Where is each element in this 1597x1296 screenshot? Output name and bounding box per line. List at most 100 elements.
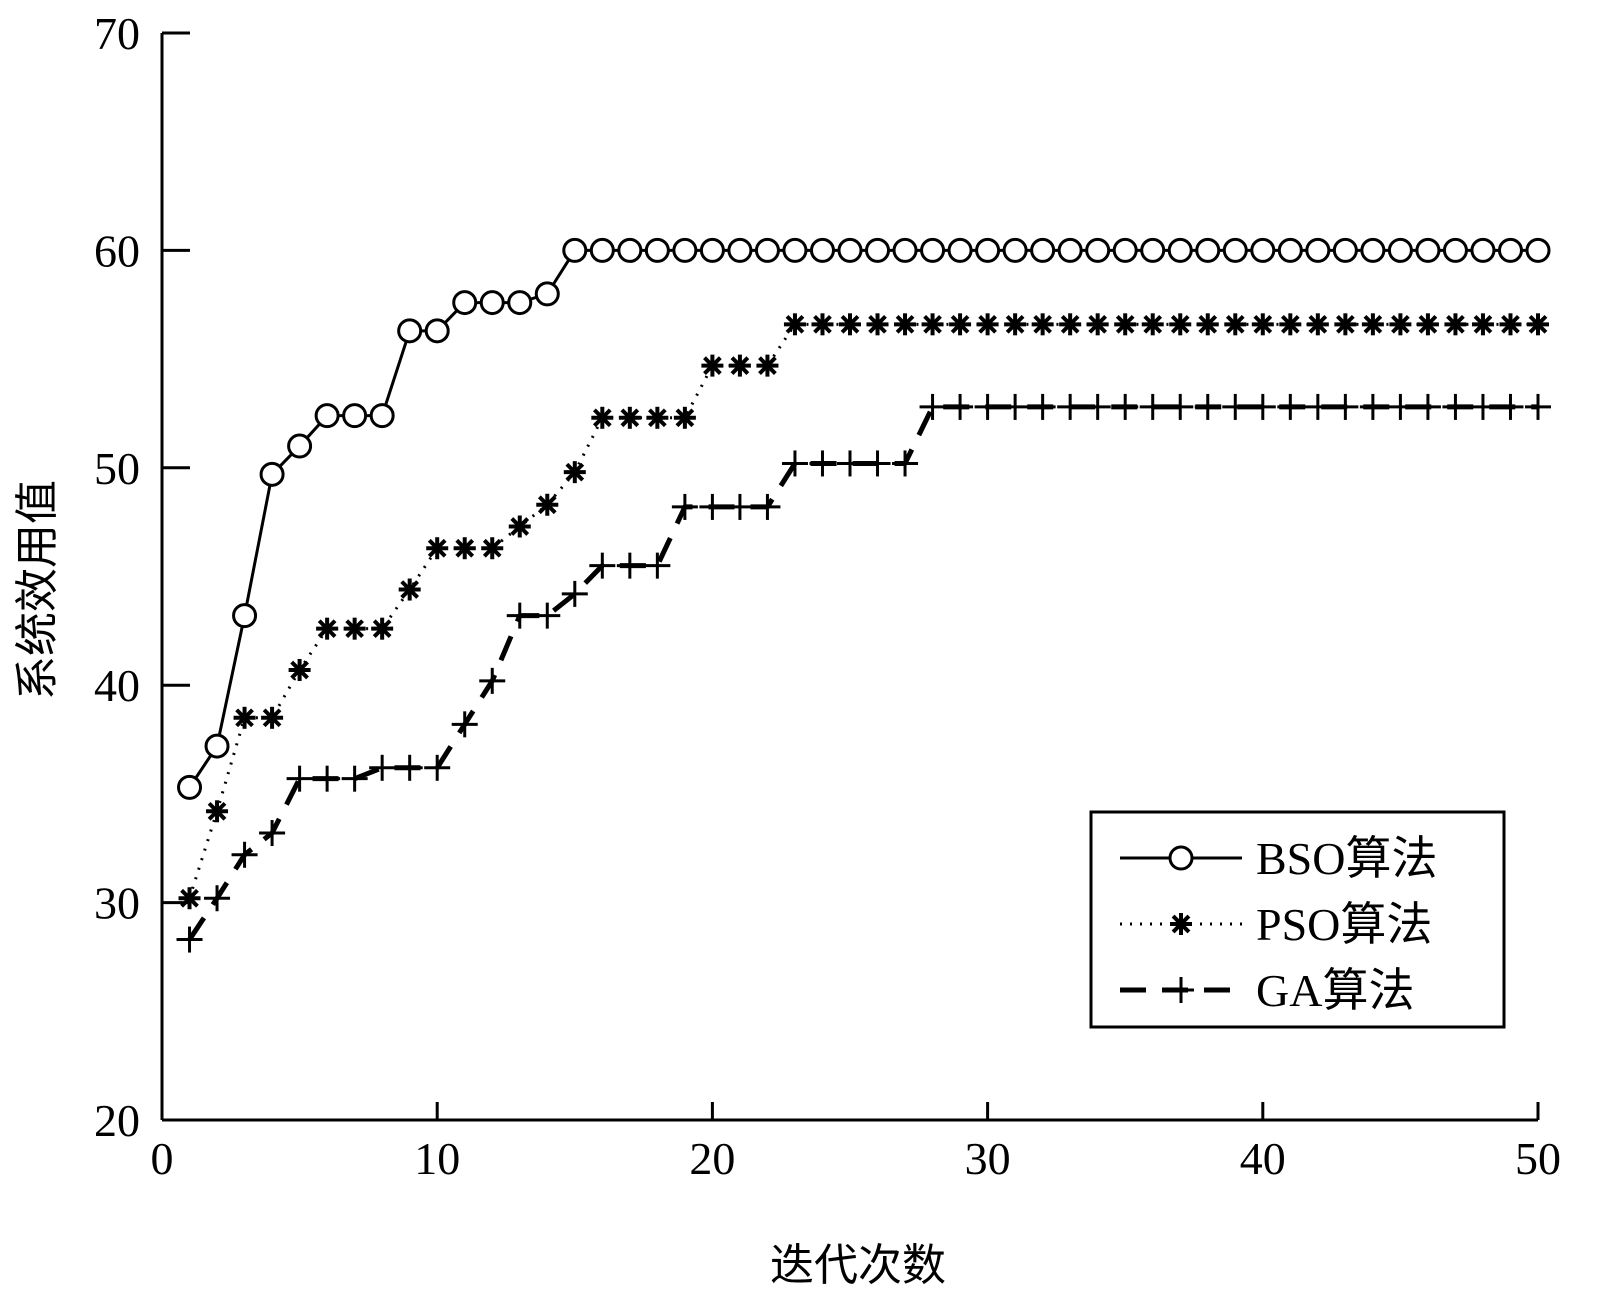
plus-marker	[1249, 393, 1276, 420]
asterisk-stroke	[1198, 314, 1218, 334]
circle-marker-shape	[947, 237, 973, 263]
plus-marker	[286, 765, 313, 792]
circle-marker	[754, 237, 780, 263]
y-tick-label: 60	[94, 225, 140, 276]
circle-marker	[479, 290, 505, 316]
asterisk-stroke	[482, 538, 502, 558]
asterisk-marker	[1169, 313, 1192, 336]
legend-entry: PSO算法	[1120, 899, 1432, 950]
y-tick-label: 30	[94, 878, 140, 929]
asterisk-marker	[508, 515, 531, 538]
circle-marker-shape	[589, 237, 615, 263]
asterisk-stroke	[510, 517, 530, 536]
plus-marker	[947, 393, 974, 420]
asterisk-marker	[591, 406, 614, 429]
asterisk-stroke	[565, 462, 585, 482]
circle-marker-shape	[1497, 237, 1523, 263]
circle-marker-shape	[177, 774, 203, 800]
circle-marker-shape	[342, 403, 368, 429]
plus-marker	[424, 754, 451, 781]
circle-marker	[177, 774, 203, 800]
asterisk-stroke	[1005, 314, 1025, 334]
asterisk-marker	[206, 800, 229, 823]
asterisk-marker	[1059, 313, 1082, 336]
asterisk-marker	[728, 354, 751, 377]
circle-marker-shape	[287, 433, 313, 459]
plus-marker	[974, 393, 1001, 420]
plus-marker	[1442, 393, 1469, 420]
circle-marker	[589, 237, 615, 263]
circle-marker	[1305, 237, 1331, 263]
asterisk-stroke	[1473, 314, 1493, 334]
asterisk-marker	[1141, 313, 1164, 336]
circle-marker-shape	[1277, 237, 1303, 263]
asterisk-stroke	[703, 356, 722, 375]
circle-marker-shape	[809, 237, 835, 263]
asterisk-stroke	[1363, 314, 1383, 334]
circle-marker	[644, 237, 670, 263]
circle-marker-shape	[1470, 237, 1496, 263]
series-2	[178, 313, 1549, 910]
plus-marker	[1387, 393, 1414, 420]
asterisk-stroke	[1253, 314, 1273, 334]
series-line	[188, 248, 1538, 789]
circle-marker-shape	[920, 237, 946, 263]
plus-marker	[616, 552, 643, 579]
asterisk-marker	[1114, 313, 1137, 336]
asterisk-stroke	[1501, 314, 1520, 334]
plus-marker	[1525, 393, 1551, 420]
circle-marker-shape	[727, 237, 753, 263]
x-tick-label: 20	[689, 1133, 735, 1184]
asterisk-marker	[866, 313, 889, 336]
asterisk-marker	[536, 493, 559, 516]
plus-marker	[892, 450, 919, 477]
asterisk-stroke	[758, 356, 777, 375]
asterisk-stroke	[813, 314, 832, 334]
circle-marker-shape	[837, 237, 863, 263]
asterisk-stroke	[923, 314, 942, 334]
circle-marker-shape	[232, 603, 258, 629]
plus-marker	[1002, 393, 1029, 420]
asterisk-marker	[1361, 313, 1384, 336]
circle-marker-shape	[314, 403, 340, 429]
circle-marker	[1030, 237, 1056, 263]
plus-marker	[864, 450, 891, 477]
series-3	[176, 393, 1551, 953]
circle-marker-shape	[562, 237, 588, 263]
circle-marker	[452, 290, 478, 316]
plus-marker	[1084, 393, 1111, 420]
circle-marker-shape	[479, 290, 505, 316]
plus-marker	[809, 450, 836, 477]
asterisk-marker	[1224, 313, 1247, 336]
circle-marker	[369, 403, 395, 429]
asterisk-stroke	[785, 314, 805, 334]
circle-marker-shape	[865, 237, 891, 263]
circle-marker	[424, 318, 450, 344]
asterisk-marker	[1196, 313, 1219, 336]
asterisk-marker	[1389, 313, 1412, 336]
circle-marker-shape	[1167, 237, 1193, 263]
asterisk-marker	[261, 706, 284, 729]
circle-marker-shape	[424, 318, 450, 344]
plus-marker	[919, 393, 946, 420]
circle-marker-shape	[1195, 237, 1221, 263]
plus-marker	[1222, 393, 1249, 420]
legend-asterisk-marker	[1170, 913, 1192, 935]
plus-marker	[1167, 393, 1194, 420]
circle-marker	[975, 237, 1001, 263]
legend-label: PSO算法	[1256, 899, 1432, 950]
circle-marker-shape	[1250, 237, 1276, 263]
circle-marker	[534, 281, 560, 307]
asterisk-stroke	[345, 619, 364, 639]
plus-marker	[314, 765, 341, 792]
asterisk-stroke	[648, 408, 667, 428]
plus-marker	[1332, 393, 1359, 420]
circle-marker	[1470, 237, 1496, 263]
x-tick-label: 0	[151, 1133, 174, 1184]
circle-marker-shape	[1525, 237, 1551, 263]
plus-marker	[1359, 393, 1386, 420]
circle-marker-shape	[452, 290, 478, 316]
circle-marker	[1167, 237, 1193, 263]
asterisk-stroke	[1280, 314, 1300, 334]
